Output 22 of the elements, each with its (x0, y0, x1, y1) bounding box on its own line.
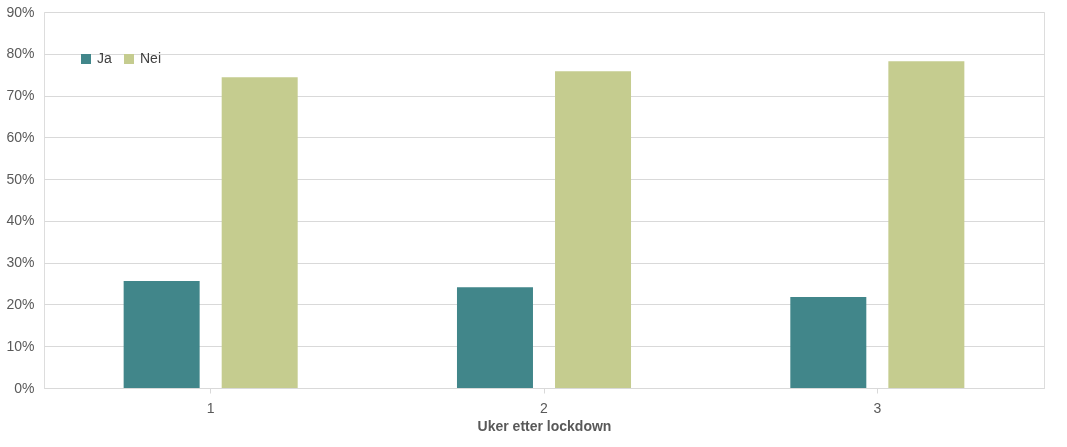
x-tick-label: 3 (873, 399, 882, 416)
x-tick-label: 1 (206, 399, 215, 416)
y-tick-label: 50% (6, 170, 35, 187)
bar (123, 281, 200, 388)
legend-label: Nei (140, 50, 162, 66)
bar (888, 61, 965, 388)
bar (790, 296, 867, 388)
x-tick-label: 2 (540, 399, 549, 416)
y-tick-label: 20% (6, 295, 35, 312)
bar (555, 71, 632, 388)
y-tick-label: 30% (6, 254, 35, 271)
y-tick-label: 0% (14, 379, 35, 396)
legend-label: Ja (97, 50, 112, 66)
bar (456, 287, 533, 388)
y-tick-label: 70% (6, 87, 35, 104)
y-tick-label: 10% (6, 337, 35, 354)
x-axis-title: Uker etter lockdown (477, 417, 612, 434)
y-tick-label: 80% (6, 45, 35, 62)
bar (221, 77, 298, 388)
y-tick-label: 60% (6, 128, 35, 145)
y-tick-label: 90% (6, 3, 35, 20)
y-tick-label: 40% (6, 212, 35, 229)
